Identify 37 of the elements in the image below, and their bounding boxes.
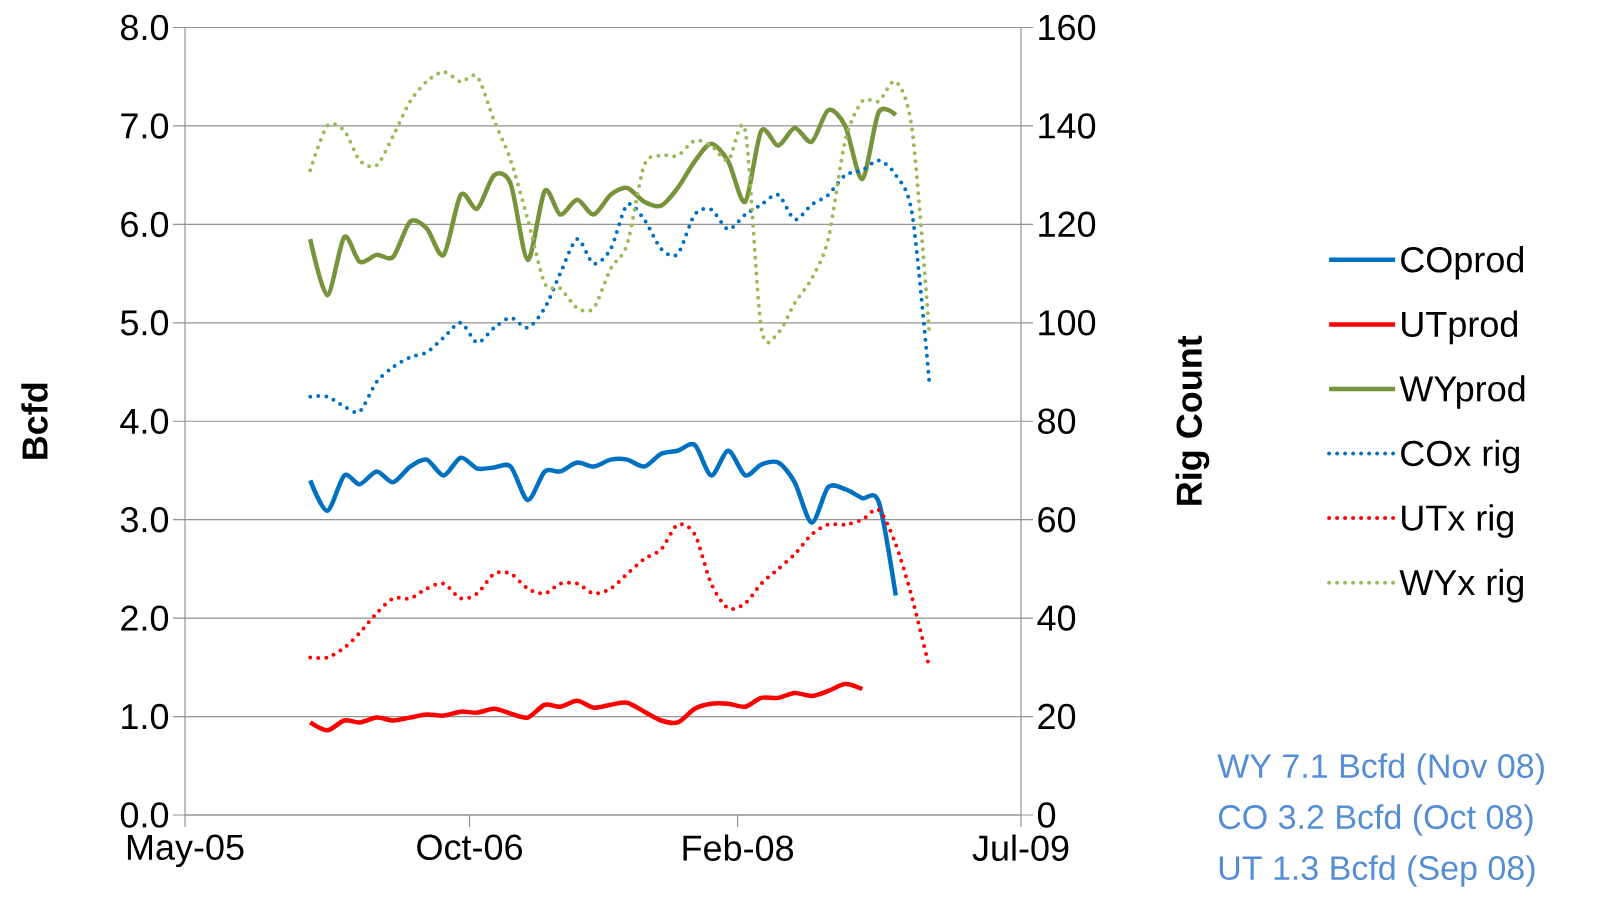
legend-label: UTx rig	[1402, 504, 1513, 538]
line-series	[307, 442, 899, 598]
y2-axis-title: Rig Count	[1175, 335, 1210, 505]
text: CO 3.2 Bcfd (Oct 08)	[1218, 804, 1533, 836]
y-axis-title: Bcfd	[21, 383, 48, 459]
y-tick-label: 7.0	[121, 113, 169, 139]
legend-label: COx rig	[1401, 439, 1519, 474]
y2-tick-label: 60	[1038, 506, 1076, 533]
x-tick-label: May-05	[127, 834, 244, 868]
legend-label: UTprod	[1402, 310, 1518, 345]
legend-label: WYprod	[1399, 375, 1525, 409]
y-tick-label: 2.0	[121, 605, 169, 631]
legend-label: WYx rig	[1399, 568, 1523, 603]
y2-tick-label: 120	[1039, 211, 1096, 238]
y-tick-label: 4.0	[120, 408, 169, 434]
y2-tick-label: 40	[1037, 605, 1076, 631]
y2-tick-label: 100	[1039, 310, 1096, 336]
line-series	[307, 681, 865, 733]
line-series	[308, 158, 932, 414]
x-tick-label: Jul-09	[972, 834, 1069, 861]
y-tick-label: 0.0	[120, 802, 169, 828]
y-tick-label: 8.0	[121, 14, 169, 41]
line-series	[307, 106, 899, 298]
y-tick-label: 3.0	[120, 506, 169, 533]
legend-label: COprod	[1401, 246, 1524, 280]
x-tick-label: Oct-06	[417, 834, 522, 861]
text: UT 1.3 Bcfd (Sep 08)	[1219, 855, 1535, 887]
y-tick-label: 6.0	[121, 211, 169, 238]
y2-tick-label: 0	[1037, 802, 1056, 828]
y2-tick-label: 20	[1038, 703, 1076, 730]
y2-tick-label: 80	[1038, 408, 1076, 434]
y2-tick-label: 160	[1039, 14, 1096, 41]
text: WY 7.1 Bcfd (Nov 08)	[1217, 753, 1544, 785]
x-tick-label: Feb-08	[683, 834, 794, 861]
y-tick-label: 1.0	[122, 703, 169, 730]
y2-tick-label: 140	[1039, 113, 1096, 139]
y-tick-label: 5.0	[120, 310, 169, 336]
